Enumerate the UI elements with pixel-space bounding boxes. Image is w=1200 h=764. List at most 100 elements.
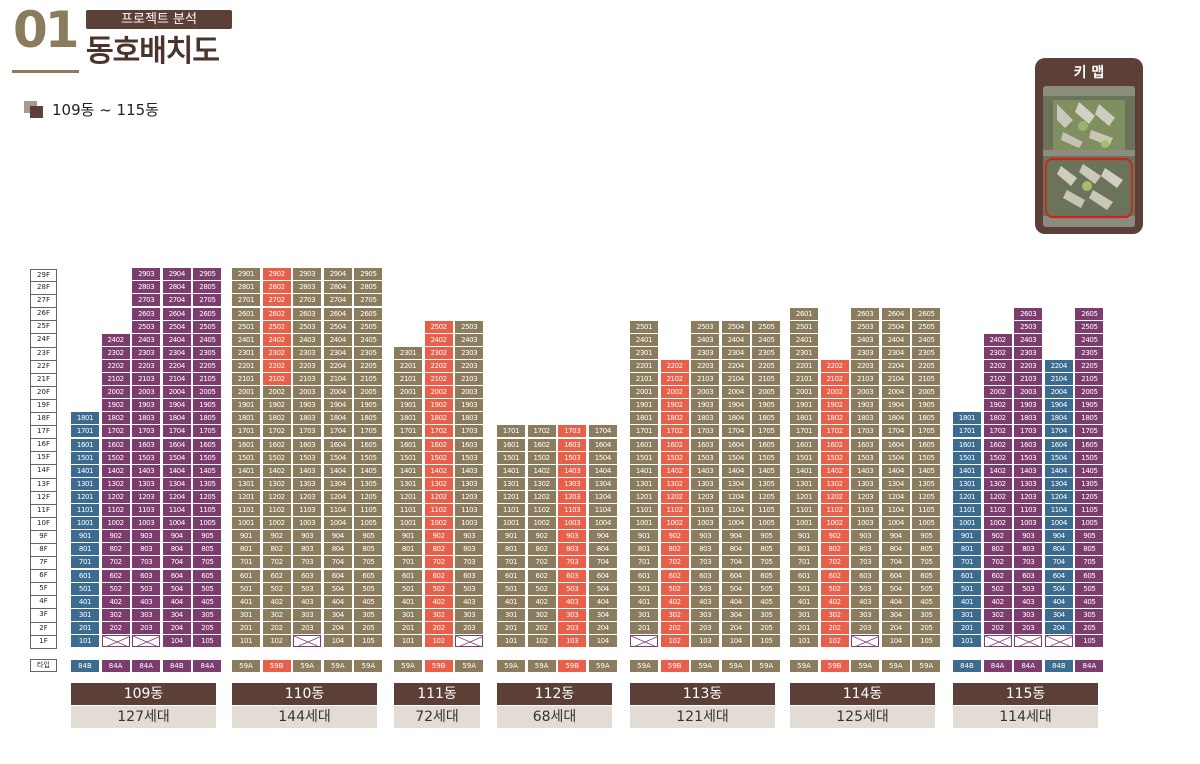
unit-cell[interactable]: 1504 — [162, 451, 191, 464]
unit-cell[interactable]: 2601 — [790, 307, 818, 320]
unit-cell[interactable]: 703 — [293, 556, 322, 569]
unit-cell[interactable]: 1605 — [193, 438, 222, 451]
unit-cell[interactable]: 1002 — [101, 517, 130, 530]
unit-cell[interactable]: 1204 — [588, 490, 617, 503]
unit-cell[interactable]: 1303 — [293, 477, 322, 490]
unit-cell[interactable]: 304 — [721, 608, 750, 621]
unit-cell[interactable]: 704 — [881, 556, 910, 569]
unit-cell[interactable]: 302 — [660, 608, 689, 621]
unit-cell[interactable]: 905 — [193, 530, 222, 543]
unit-cell[interactable]: 403 — [691, 595, 720, 608]
unit-cell[interactable]: 2103 — [132, 373, 161, 386]
unit-cell[interactable]: 1303 — [132, 477, 161, 490]
unit-cell[interactable]: 1801 — [630, 412, 658, 425]
unit-cell[interactable]: 2405 — [354, 333, 383, 346]
unit-cell[interactable]: 1204 — [1044, 490, 1073, 503]
unit-cell[interactable]: 401 — [790, 595, 818, 608]
unit-cell[interactable]: 502 — [262, 582, 291, 595]
unit-cell[interactable]: 1904 — [1044, 399, 1073, 412]
unit-cell[interactable]: 2101 — [232, 373, 260, 386]
unit-cell[interactable]: 605 — [354, 569, 383, 582]
unit-cell[interactable]: 1004 — [721, 517, 750, 530]
unit-cell[interactable]: 1602 — [101, 438, 130, 451]
unit-cell[interactable]: 601 — [232, 569, 260, 582]
unit-cell[interactable]: 2202 — [101, 359, 130, 372]
unit-cell[interactable]: 2105 — [193, 373, 222, 386]
unit-cell[interactable]: 1403 — [1014, 464, 1043, 477]
unit-cell[interactable]: 2202 — [424, 359, 453, 372]
unit-cell[interactable]: 1602 — [424, 438, 453, 451]
unit-cell[interactable]: 402 — [101, 595, 130, 608]
unit-cell[interactable]: 1505 — [354, 451, 383, 464]
unit-cell[interactable]: 101 — [71, 635, 99, 648]
unit-cell[interactable]: 604 — [881, 569, 910, 582]
unit-cell[interactable]: 2505 — [912, 320, 941, 333]
unit-cell[interactable]: 401 — [497, 595, 525, 608]
unit-cell[interactable]: 202 — [527, 621, 556, 634]
unit-cell[interactable]: 903 — [132, 530, 161, 543]
unit-cell[interactable]: 701 — [394, 556, 422, 569]
unit-cell[interactable]: 1005 — [752, 517, 781, 530]
unit-cell[interactable]: 1802 — [820, 412, 849, 425]
unit-cell[interactable]: 902 — [527, 530, 556, 543]
unit-cell[interactable]: 105 — [1075, 635, 1104, 648]
unit-cell[interactable]: 1504 — [1044, 451, 1073, 464]
unit-cell[interactable]: 802 — [983, 543, 1012, 556]
unit-cell[interactable]: 1902 — [262, 399, 291, 412]
unit-cell[interactable]: 2503 — [851, 320, 880, 333]
unit-cell[interactable]: 803 — [1014, 543, 1043, 556]
unit-cell[interactable]: 201 — [394, 621, 422, 634]
unit-cell[interactable]: 2804 — [323, 281, 352, 294]
unit-cell[interactable]: 1005 — [354, 517, 383, 530]
unit-cell[interactable]: 403 — [455, 595, 484, 608]
unit-cell[interactable]: 802 — [820, 543, 849, 556]
unit-cell[interactable]: 903 — [558, 530, 587, 543]
unit-cell[interactable]: 1102 — [820, 504, 849, 517]
unit-cell[interactable]: 203 — [455, 621, 484, 634]
unit-cell[interactable]: 1503 — [455, 451, 484, 464]
unit-cell[interactable]: 2001 — [394, 386, 422, 399]
unit-cell[interactable]: 1602 — [262, 438, 291, 451]
unit-cell[interactable]: 1602 — [820, 438, 849, 451]
unit-cell[interactable]: 1202 — [527, 490, 556, 503]
unit-cell[interactable]: 1902 — [820, 399, 849, 412]
unit-cell[interactable]: 2802 — [262, 281, 291, 294]
unit-cell[interactable]: 1304 — [323, 477, 352, 490]
unit-cell[interactable]: 2302 — [424, 346, 453, 359]
unit-cell[interactable]: 1302 — [424, 477, 453, 490]
unit-cell[interactable]: 102 — [424, 635, 453, 648]
unit-cell[interactable]: 901 — [953, 530, 981, 543]
unit-cell[interactable]: 1805 — [912, 412, 941, 425]
unit-cell[interactable]: 1601 — [790, 438, 818, 451]
unit-cell[interactable]: 1701 — [953, 425, 981, 438]
unit-cell[interactable]: 901 — [497, 530, 525, 543]
unit-cell[interactable]: 704 — [323, 556, 352, 569]
unit-cell[interactable]: 2105 — [752, 373, 781, 386]
unit-cell[interactable]: 504 — [588, 582, 617, 595]
unit-cell[interactable]: 1402 — [527, 464, 556, 477]
unit-cell[interactable]: 501 — [953, 582, 981, 595]
unit-cell[interactable]: 702 — [983, 556, 1012, 569]
unit-cell[interactable]: 1601 — [497, 438, 525, 451]
unit-cell[interactable]: 702 — [424, 556, 453, 569]
unit-cell[interactable]: 805 — [193, 543, 222, 556]
unit-cell[interactable]: 2205 — [193, 359, 222, 372]
unit-cell[interactable]: 705 — [354, 556, 383, 569]
unit-cell[interactable]: 1601 — [71, 438, 99, 451]
unit-cell[interactable]: 405 — [193, 595, 222, 608]
unit-cell[interactable]: 1201 — [630, 490, 658, 503]
unit-cell[interactable]: 505 — [354, 582, 383, 595]
unit-cell[interactable]: 1904 — [323, 399, 352, 412]
unit-cell[interactable]: 505 — [752, 582, 781, 595]
unit-cell[interactable]: 104 — [162, 635, 191, 648]
unit-cell[interactable]: 2202 — [262, 359, 291, 372]
unit-cell[interactable]: 302 — [820, 608, 849, 621]
unit-cell[interactable]: 1603 — [558, 438, 587, 451]
unit-cell[interactable]: 1005 — [193, 517, 222, 530]
unit-cell[interactable]: 305 — [1075, 608, 1104, 621]
unit-cell[interactable]: 1601 — [232, 438, 260, 451]
unit-cell[interactable]: 2104 — [1044, 373, 1073, 386]
unit-cell[interactable]: 1803 — [132, 412, 161, 425]
unit-cell[interactable]: 1303 — [851, 477, 880, 490]
unit-cell[interactable]: 1002 — [424, 517, 453, 530]
